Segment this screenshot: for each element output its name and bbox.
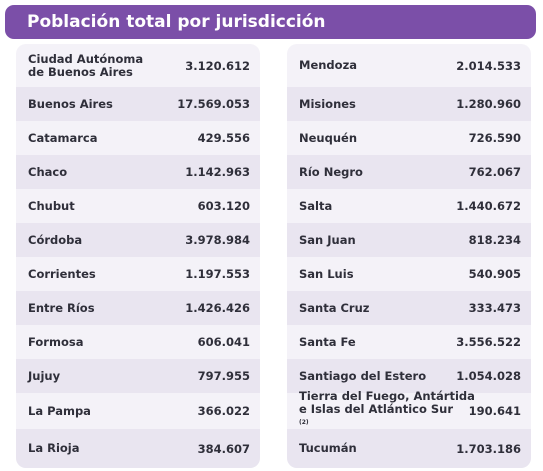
- population-value: 333.473: [468, 301, 521, 315]
- population-value: 429.556: [197, 131, 250, 145]
- left-table: Ciudad Autónoma de Buenos Aires 3.120.61…: [16, 44, 260, 468]
- table-row: Mendoza 2.014.533: [287, 44, 531, 87]
- table-row: Neuquén 726.590: [287, 121, 531, 155]
- table-row: Salta 1.440.672: [287, 189, 531, 223]
- jurisdiction-name: Santa Cruz: [299, 300, 370, 315]
- table-row: Santiago del Estero 1.054.028: [287, 359, 531, 393]
- jurisdiction-name: Mendoza: [299, 58, 358, 72]
- jurisdiction-name: Salta: [299, 198, 333, 213]
- population-value: 17.569.053: [177, 97, 250, 111]
- table-row: Misiones 1.280.960: [287, 87, 531, 121]
- jurisdiction-name: Jujuy: [28, 368, 61, 383]
- population-value: 1.426.426: [185, 301, 250, 315]
- population-value: 603.120: [197, 199, 250, 213]
- table-row: Santa Fe 3.556.522: [287, 325, 531, 359]
- population-value: 2.014.533: [456, 58, 521, 73]
- jurisdiction-name: Río Negro: [299, 164, 363, 179]
- jurisdiction-name: Catamarca: [28, 130, 98, 145]
- table-row: Río Negro 762.067: [287, 155, 531, 189]
- population-value: 190.641: [468, 404, 521, 418]
- jurisdiction-name: Buenos Aires: [28, 96, 113, 111]
- footnote-marker: (2): [299, 419, 309, 427]
- table-row: Tierra del Fuego, Antártida e Islas del …: [287, 389, 531, 429]
- population-value: 726.590: [468, 131, 521, 145]
- table-row: Buenos Aires 17.569.053: [16, 87, 260, 121]
- jurisdiction-name: Formosa: [28, 334, 84, 349]
- jurisdiction-name: San Juan: [299, 232, 356, 247]
- jurisdiction-name: Tucumán: [299, 441, 357, 455]
- population-value: 606.041: [197, 335, 250, 349]
- jurisdiction-name: La Rioja: [28, 441, 80, 455]
- jurisdiction-name: Chaco: [28, 164, 68, 179]
- jurisdiction-name: Córdoba: [28, 232, 83, 247]
- population-value: 1.142.963: [185, 165, 250, 179]
- table-row: Chubut 603.120: [16, 189, 260, 223]
- population-value: 762.067: [468, 165, 521, 179]
- table-row: San Luis 540.905: [287, 257, 531, 291]
- jurisdiction-name: San Luis: [299, 266, 354, 281]
- table-row: San Juan 818.234: [287, 223, 531, 257]
- table-row: Ciudad Autónoma de Buenos Aires 3.120.61…: [16, 44, 260, 87]
- table-row: Jujuy 797.955: [16, 359, 260, 393]
- jurisdiction-name: Corrientes: [28, 266, 96, 281]
- population-value: 3.978.984: [185, 233, 250, 247]
- population-value: 797.955: [197, 369, 250, 383]
- jurisdiction-name: Ciudad Autónoma de Buenos Aires: [28, 51, 144, 79]
- table-row: Santa Cruz 333.473: [287, 291, 531, 325]
- table-row: Tucumán 1.703.186: [287, 429, 531, 468]
- jurisdiction-name: Chubut: [28, 198, 75, 213]
- table-row: Chaco 1.142.963: [16, 155, 260, 189]
- jurisdiction-name: Entre Ríos: [28, 300, 95, 315]
- table-row: La Pampa 366.022: [16, 393, 260, 429]
- population-value: 1.197.553: [185, 267, 250, 281]
- table-row: La Rioja 384.607: [16, 429, 260, 468]
- jurisdiction-name: Santa Fe: [299, 334, 356, 349]
- population-value: 818.234: [468, 233, 521, 247]
- page-title: Población total por jurisdicción: [27, 12, 326, 32]
- population-value: 1.280.960: [456, 97, 521, 111]
- population-value: 1.054.028: [456, 369, 521, 383]
- population-value: 3.556.522: [456, 335, 521, 349]
- jurisdiction-name: Neuquén: [299, 130, 358, 145]
- population-value: 384.607: [197, 441, 250, 456]
- table-row: Formosa 606.041: [16, 325, 260, 359]
- right-table: Mendoza 2.014.533 Misiones 1.280.960 Neu…: [287, 44, 531, 468]
- jurisdiction-name: Santiago del Estero: [299, 368, 427, 383]
- table-row: Entre Ríos 1.426.426: [16, 291, 260, 325]
- population-value: 1.440.672: [456, 199, 521, 213]
- population-value: 366.022: [197, 404, 250, 418]
- population-value: 540.905: [468, 267, 521, 281]
- table-row: Catamarca 429.556: [16, 121, 260, 155]
- population-value: 3.120.612: [185, 58, 250, 73]
- table-row: Corrientes 1.197.553: [16, 257, 260, 291]
- population-value: 1.703.186: [456, 441, 521, 456]
- jurisdiction-name: Misiones: [299, 96, 356, 111]
- title-banner: Población total por jurisdicción: [5, 5, 536, 39]
- table-row: Córdoba 3.978.984: [16, 223, 260, 257]
- jurisdiction-name: Tierra del Fuego, Antártida e Islas del …: [299, 389, 475, 427]
- jurisdiction-name: La Pampa: [28, 403, 91, 418]
